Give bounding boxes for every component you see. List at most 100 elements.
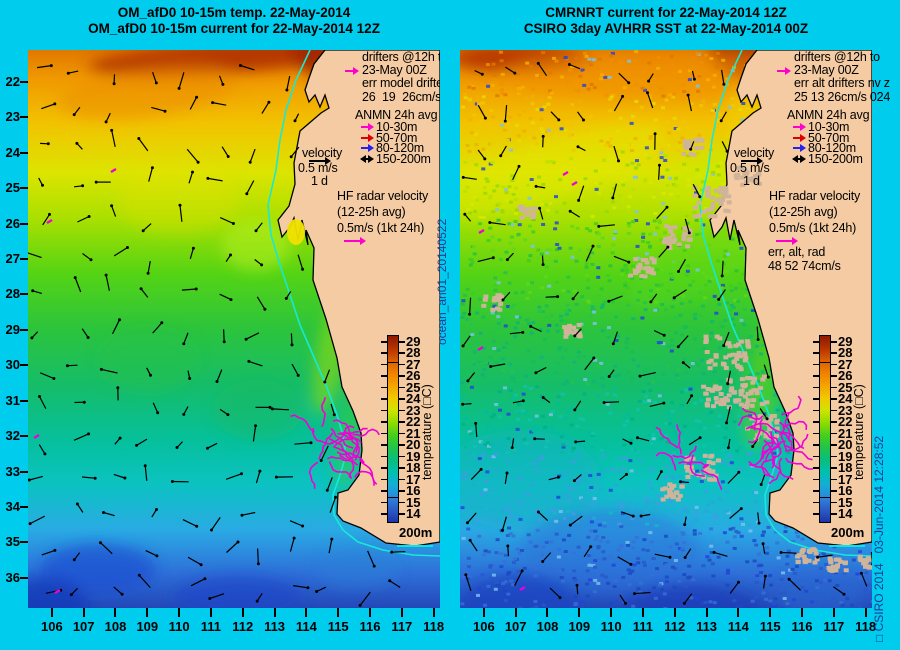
colorbar-tick (813, 444, 819, 446)
colorbar-tick (399, 432, 405, 435)
colorbar-tick (813, 501, 819, 504)
colorbar-tick (381, 409, 387, 412)
colorbar-tick (399, 363, 405, 366)
colorbar-value: 19 (406, 448, 421, 464)
x-tick (673, 608, 676, 617)
colorbar-tick (399, 467, 405, 469)
x-tick (337, 608, 340, 617)
colorbar-tick (831, 455, 837, 458)
y-tick (20, 470, 28, 473)
x-tick (305, 608, 308, 617)
x-tick (610, 608, 613, 617)
y-tick-label: 23 (5, 109, 20, 125)
colorbar-value: 22 (406, 414, 421, 430)
x-tick-label: 108 (536, 619, 559, 634)
left-title-line2: OM_afD0 10-15m current for 22-May-2014 1… (88, 21, 380, 36)
y-tick (20, 187, 28, 190)
x-tick-label: 115 (759, 619, 781, 634)
map-right (460, 50, 872, 608)
map-svg-left (28, 50, 440, 608)
colorbar-tick (399, 398, 405, 400)
colorbar-tick (399, 409, 405, 412)
colorbar-value: 29 (838, 334, 853, 349)
colorbar-value: 25 (406, 379, 421, 395)
y-tick (20, 541, 28, 544)
y-tick-label: 34 (5, 499, 20, 515)
colorbar-tick (381, 513, 387, 515)
colorbar-tick (381, 478, 387, 481)
x-tick (482, 608, 485, 617)
colorbar-unit-label: temperature (□C) (420, 384, 434, 480)
colorbar-tick (831, 490, 837, 492)
colorbar-tick (813, 490, 819, 492)
x-tick (273, 608, 276, 617)
x-tick (801, 608, 803, 617)
map-svg-right (460, 50, 872, 608)
y-tick-label: 29 (5, 321, 20, 337)
colorbar-value: 14 (406, 506, 421, 521)
isobath-depth-label: 200m (831, 525, 865, 540)
drifter-tracks (33, 167, 380, 595)
colorbar-value: 16 (838, 483, 853, 499)
colorbar-tick (831, 386, 837, 389)
isobath-depth-label: 200m (399, 525, 433, 540)
x-tick-label: 109 (568, 619, 591, 634)
y-tick (20, 435, 28, 438)
colorbar-tick (831, 341, 837, 343)
x-tick (641, 608, 644, 617)
colorbar-value: 28 (838, 345, 853, 361)
colorbar-tick (813, 398, 819, 400)
csiro-copyright-watermark: □ CSIRO 2014 03-Jun-2014 12:28:52 (872, 435, 886, 642)
colorbar-value: 20 (406, 437, 421, 453)
x-tick (369, 608, 371, 617)
colorbar-value: 19 (838, 448, 853, 464)
y-tick (20, 151, 28, 154)
colorbar-tick (381, 352, 387, 354)
x-tick (82, 608, 85, 617)
x-tick-label: 117 (823, 619, 845, 634)
colorbar-tick (813, 432, 819, 435)
y-tick-label: 36 (5, 569, 20, 585)
x-tick-label: 108 (104, 619, 127, 634)
colorbar-value: 15 (406, 494, 421, 510)
colorbar-tick (381, 398, 387, 400)
colorbar-tick (381, 421, 387, 423)
colorbar-value: 15 (838, 494, 853, 510)
y-tick (20, 364, 28, 367)
colorbar-value: 29 (406, 334, 421, 349)
y-tick (20, 399, 28, 402)
colorbar-value: 18 (406, 460, 421, 476)
colorbar-tick (831, 467, 837, 469)
x-tick-label: 116 (791, 619, 813, 634)
colorbar-tick (831, 432, 837, 435)
x-tick (769, 608, 772, 617)
x-tick-label: 113 (264, 619, 286, 634)
colorbar-tick (813, 409, 819, 412)
colorbar-tick (399, 501, 405, 504)
y-tick-label: 22 (5, 73, 20, 89)
colorbar-tick (813, 386, 819, 389)
run-id-watermark: ocean_an01_20140522 (435, 218, 449, 345)
x-tick-label: 107 (504, 619, 527, 634)
colorbar-value: 17 (838, 471, 853, 487)
colorbar-tick (381, 375, 387, 377)
drifter-tracks (477, 170, 814, 592)
current-vectors (28, 64, 406, 607)
colorbar-tick (381, 444, 387, 446)
y-tick (20, 80, 28, 83)
x-tick-label: 114 (295, 619, 317, 634)
y-tick-label: 30 (5, 357, 20, 373)
colorbar-gradient (819, 335, 831, 523)
colorbar-tick (813, 352, 819, 354)
colorbar-separator (820, 496, 830, 499)
colorbar-tick (381, 501, 387, 504)
isobath-depth-sample (829, 545, 865, 547)
y-tick-label: 25 (5, 180, 20, 196)
x-tick (705, 608, 708, 617)
colorbar-tick (831, 513, 837, 515)
colorbar-value: 21 (838, 425, 853, 441)
y-tick (20, 506, 28, 509)
x-tick-label: 117 (391, 619, 413, 634)
y-tick-label: 33 (5, 463, 20, 479)
